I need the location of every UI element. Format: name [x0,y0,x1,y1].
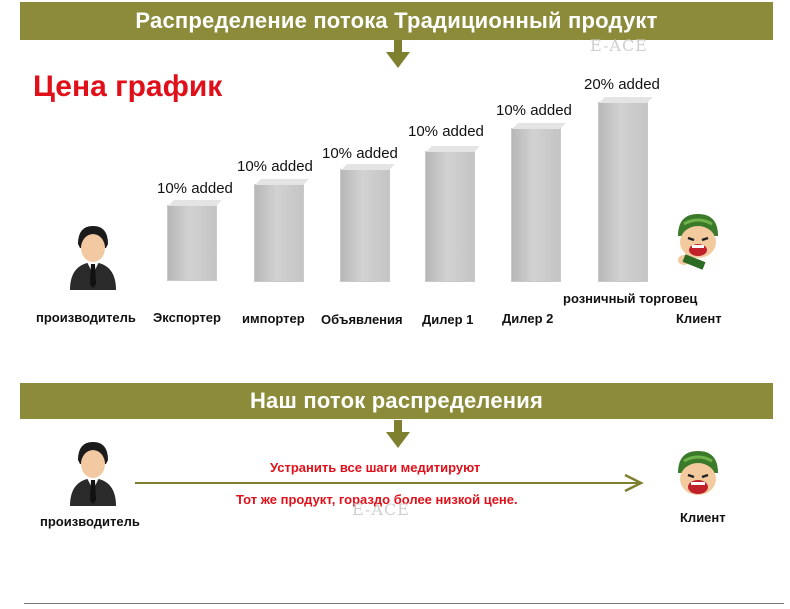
added-label-announcements: 10% added [322,145,398,162]
lower-price-text: Тот же продукт, гораздо более низкой цен… [236,492,518,507]
stage-label-importer: импортер [242,311,305,326]
added-label-dealer-1: 10% added [408,123,484,140]
traditional-flow-banner: Распределение потока Традиционный продук… [20,2,773,40]
bar-retailer [598,97,653,282]
happy-customer-icon [678,451,718,495]
stage-label-exporter: Экспортер [153,310,221,325]
bar-dealer-2 [511,123,566,282]
stage-label-retailer: розничный торговец [563,291,698,306]
stage-label-producer: производитель [36,310,136,325]
bar-announcements [340,164,395,282]
traditional-flow-title: Распределение потока Традиционный продук… [135,8,658,33]
stage-label-dealer-1: Дилер 1 [422,312,474,327]
stage-label-announcements: Объявления [321,312,403,327]
bar-exporter [167,200,222,281]
added-label-retailer: 20% added [584,76,660,93]
happy-customer-icon [678,214,718,270]
businessman-icon [70,442,116,506]
our-flow-banner: Наш поток распределения [20,383,773,419]
client-label: Клиент [680,510,726,525]
stage-label-client: Клиент [676,311,722,326]
our-flow-title: Наш поток распределения [249,388,544,413]
stage-label-dealer-2: Дилер 2 [502,311,554,326]
added-label-importer: 10% added [237,158,313,175]
producer-label: производитель [40,514,140,529]
added-label-dealer-2: 10% added [496,102,572,119]
price-chart-title: Цена график [33,70,223,103]
businessman-icon [70,226,116,290]
down-arrow-icon [386,420,410,448]
eliminate-steps-text: Устранить все шаги медитируют [270,460,481,475]
bar-importer [254,179,309,282]
down-arrow-icon [386,40,410,68]
right-arrow-icon [135,474,644,492]
added-label-exporter: 10% added [157,180,233,197]
watermark: E-ACE [590,36,648,55]
bottom-divider [24,603,784,604]
bar-dealer-1 [425,146,480,282]
watermark: E-ACE [352,500,410,519]
